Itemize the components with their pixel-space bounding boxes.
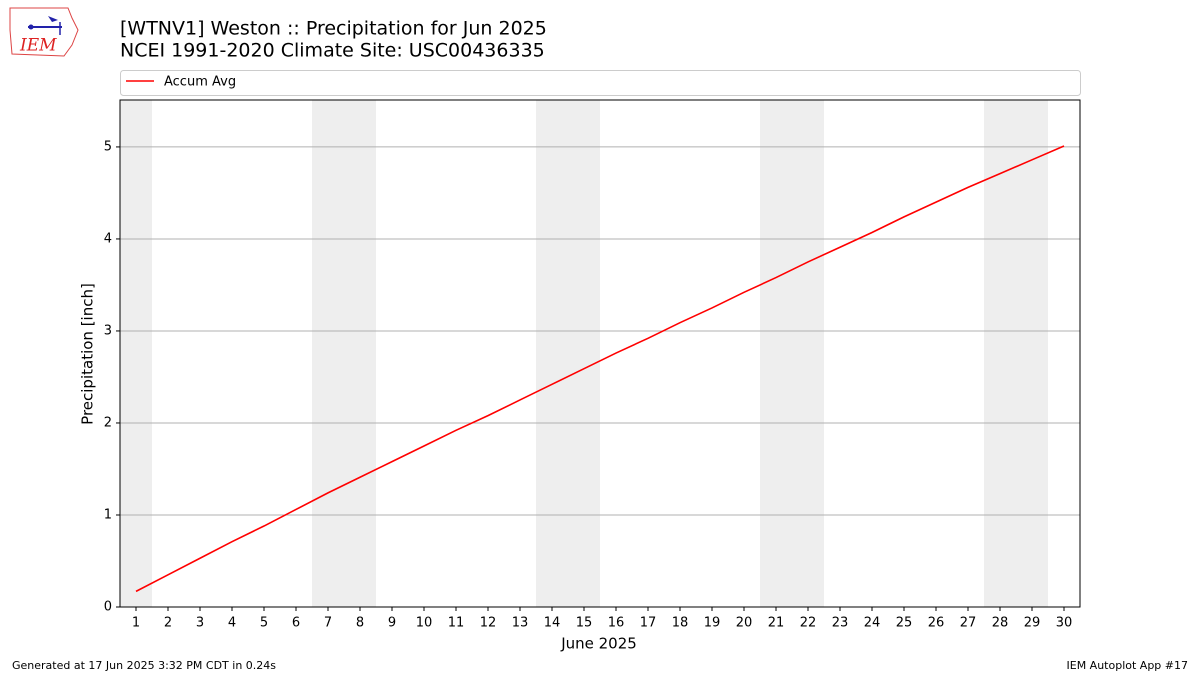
x-tick-label: 28 bbox=[992, 616, 1009, 631]
x-tick-label: 3 bbox=[196, 616, 204, 631]
footer-left: Generated at 17 Jun 2025 3:32 PM CDT in … bbox=[12, 659, 276, 672]
weekend-shade bbox=[568, 100, 600, 607]
y-tick-label: 1 bbox=[104, 507, 112, 522]
legend-label: Accum Avg bbox=[164, 75, 236, 90]
x-tick-label: 26 bbox=[928, 616, 945, 631]
x-tick-label: 21 bbox=[768, 616, 785, 631]
x-tick-label: 15 bbox=[576, 616, 593, 631]
legend-box bbox=[120, 70, 1081, 96]
series-line bbox=[135, 145, 1065, 593]
x-tick-label: 8 bbox=[356, 616, 364, 631]
y-tick-label: 0 bbox=[104, 600, 112, 615]
x-tick-label: 13 bbox=[512, 616, 529, 631]
y-tick-label: 5 bbox=[104, 139, 112, 154]
chart-title: [WTNV1] Weston :: Precipitation for Jun … bbox=[120, 18, 547, 40]
x-tick-label: 29 bbox=[1024, 616, 1041, 631]
x-tick-label: 18 bbox=[672, 616, 689, 631]
x-tick-label: 16 bbox=[608, 616, 625, 631]
x-tick-label: 19 bbox=[704, 616, 721, 631]
x-tick-label: 12 bbox=[480, 616, 497, 631]
chart-subtitle: NCEI 1991-2020 Climate Site: USC00436335 bbox=[120, 40, 545, 62]
x-tick-label: 27 bbox=[960, 616, 977, 631]
x-tick-label: 1 bbox=[132, 616, 140, 631]
x-tick-label: 23 bbox=[832, 616, 849, 631]
x-tick-label: 11 bbox=[448, 616, 465, 631]
x-tick-label: 4 bbox=[228, 616, 236, 631]
x-axis-label: June 2025 bbox=[560, 635, 637, 653]
x-tick-label: 24 bbox=[864, 616, 881, 631]
weekend-shade bbox=[536, 100, 568, 607]
logo: IEM bbox=[9, 7, 79, 57]
x-tick-label: 25 bbox=[896, 616, 913, 631]
footer-right: IEM Autoplot App #17 bbox=[1067, 659, 1189, 672]
y-tick-label: 3 bbox=[104, 323, 112, 338]
x-tick-label: 14 bbox=[544, 616, 561, 631]
weekend-shade bbox=[120, 100, 152, 607]
y-axis-label: Precipitation [inch] bbox=[79, 283, 97, 425]
x-tick-label: 2 bbox=[164, 616, 172, 631]
x-tick-label: 10 bbox=[416, 616, 433, 631]
weekend-shade bbox=[760, 100, 792, 607]
x-tick-label: 22 bbox=[800, 616, 817, 631]
x-tick-label: 17 bbox=[640, 616, 657, 631]
logo-text: IEM bbox=[19, 36, 57, 56]
weekend-shade bbox=[312, 100, 344, 607]
x-tick-label: 7 bbox=[324, 616, 332, 631]
weekend-shade bbox=[984, 100, 1016, 607]
plot-frame bbox=[119, 99, 1081, 608]
x-tick-label: 30 bbox=[1056, 616, 1073, 631]
x-tick-label: 5 bbox=[260, 616, 268, 631]
weekend-shade bbox=[792, 100, 824, 607]
x-tick-label: 9 bbox=[388, 616, 396, 631]
y-tick-label: 2 bbox=[104, 415, 112, 430]
y-tick-label: 4 bbox=[104, 231, 112, 246]
weekend-shade bbox=[344, 100, 376, 607]
x-tick-label: 6 bbox=[292, 616, 300, 631]
x-tick-label: 20 bbox=[736, 616, 753, 631]
weekend-shade bbox=[1016, 100, 1048, 607]
